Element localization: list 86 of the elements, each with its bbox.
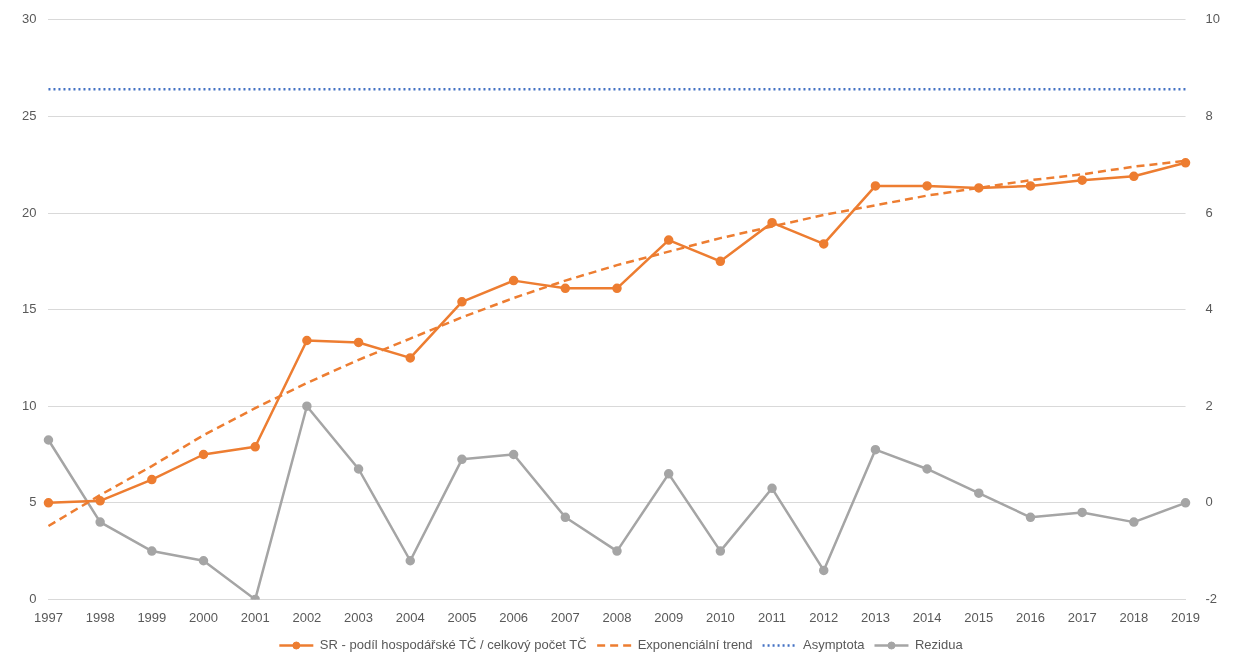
point (302, 335, 312, 346)
y-tick-label: 20 (21, 204, 37, 220)
point (457, 297, 467, 307)
point (405, 353, 416, 363)
point (560, 512, 571, 523)
point (198, 449, 209, 460)
point (95, 496, 105, 506)
y2-tick-label: 10 (1205, 11, 1221, 27)
y2-tick-label: 0 (1205, 494, 1213, 510)
x-tick-label: 2006 (499, 609, 529, 625)
x-tick-label: 2004 (395, 609, 425, 625)
x-tick-label: 2005 (447, 609, 477, 625)
point (1180, 158, 1191, 168)
point (508, 449, 519, 460)
y-tick-label: 30 (21, 11, 37, 27)
point (1129, 171, 1139, 182)
point (767, 217, 777, 228)
y2-tick-label: 4 (1205, 301, 1213, 317)
x-tick-label: 2012 (809, 609, 839, 625)
point (457, 454, 467, 465)
point (818, 565, 829, 576)
x-tick-label: 1999 (137, 609, 167, 625)
point (560, 283, 571, 294)
legend-label: Rezidua (914, 637, 964, 653)
point (922, 181, 932, 191)
point (974, 488, 984, 498)
x-tick-label: 2007 (550, 609, 580, 625)
x-tick-label: 2019 (1171, 609, 1200, 625)
x-tick-label: 1997 (34, 609, 63, 625)
x-tick-label: 2015 (964, 609, 994, 625)
point (1180, 498, 1191, 508)
x-tick-label: 2018 (1119, 609, 1149, 625)
point (43, 435, 54, 445)
point (612, 283, 622, 294)
point (1077, 507, 1087, 518)
point (95, 517, 105, 527)
point (1025, 512, 1036, 523)
x-tick-label: 2008 (602, 609, 632, 625)
point (198, 556, 209, 566)
y-tick-label: 10 (21, 397, 37, 413)
point (353, 337, 364, 348)
x-tick-label: 2001 (240, 609, 270, 625)
legend-label: Asymptota (803, 637, 866, 653)
y-tick-label: 15 (21, 301, 37, 317)
point (147, 546, 157, 556)
point (663, 235, 674, 245)
y2-tick-label: 2 (1205, 397, 1213, 413)
point (974, 183, 984, 193)
y2-tick-label: 6 (1205, 204, 1213, 220)
point (147, 474, 157, 485)
x-tick-label: 2011 (758, 609, 787, 625)
point (870, 444, 881, 455)
legend-label: Exponenciální trend (637, 637, 753, 653)
point (405, 556, 416, 566)
x-tick-label: 2017 (1067, 609, 1097, 625)
x-tick-label: 2003 (344, 609, 374, 625)
point (663, 469, 674, 479)
x-tick-label: 2010 (705, 609, 735, 625)
x-tick-label: 2002 (292, 609, 322, 625)
point (1129, 517, 1139, 527)
point (612, 546, 622, 556)
y2-tick-label: -2 (1205, 590, 1218, 606)
point (870, 181, 881, 191)
y2-tick-label: 8 (1205, 107, 1213, 123)
point (43, 498, 54, 508)
y-tick-label: 5 (29, 494, 37, 510)
point (715, 256, 726, 267)
point (767, 483, 777, 494)
point (250, 442, 260, 452)
point (1025, 181, 1036, 191)
y-tick-label: 0 (29, 590, 37, 606)
x-tick-label: 1998 (85, 609, 115, 625)
x-tick-label: 2016 (1016, 609, 1045, 625)
x-tick-label: 2014 (912, 609, 942, 625)
point (818, 239, 829, 249)
x-tick-label: 2013 (860, 609, 890, 625)
point (302, 401, 312, 411)
point (353, 464, 364, 474)
x-tick-label: 2000 (189, 609, 218, 625)
point (1077, 175, 1087, 185)
point (922, 464, 932, 474)
x-tick-label: 2009 (654, 609, 684, 625)
legend-label: SR - podíl hospodářské TČ / celkový počet TČ (319, 637, 587, 653)
y-tick-label: 25 (21, 107, 37, 123)
point (715, 546, 726, 556)
point (508, 275, 519, 286)
